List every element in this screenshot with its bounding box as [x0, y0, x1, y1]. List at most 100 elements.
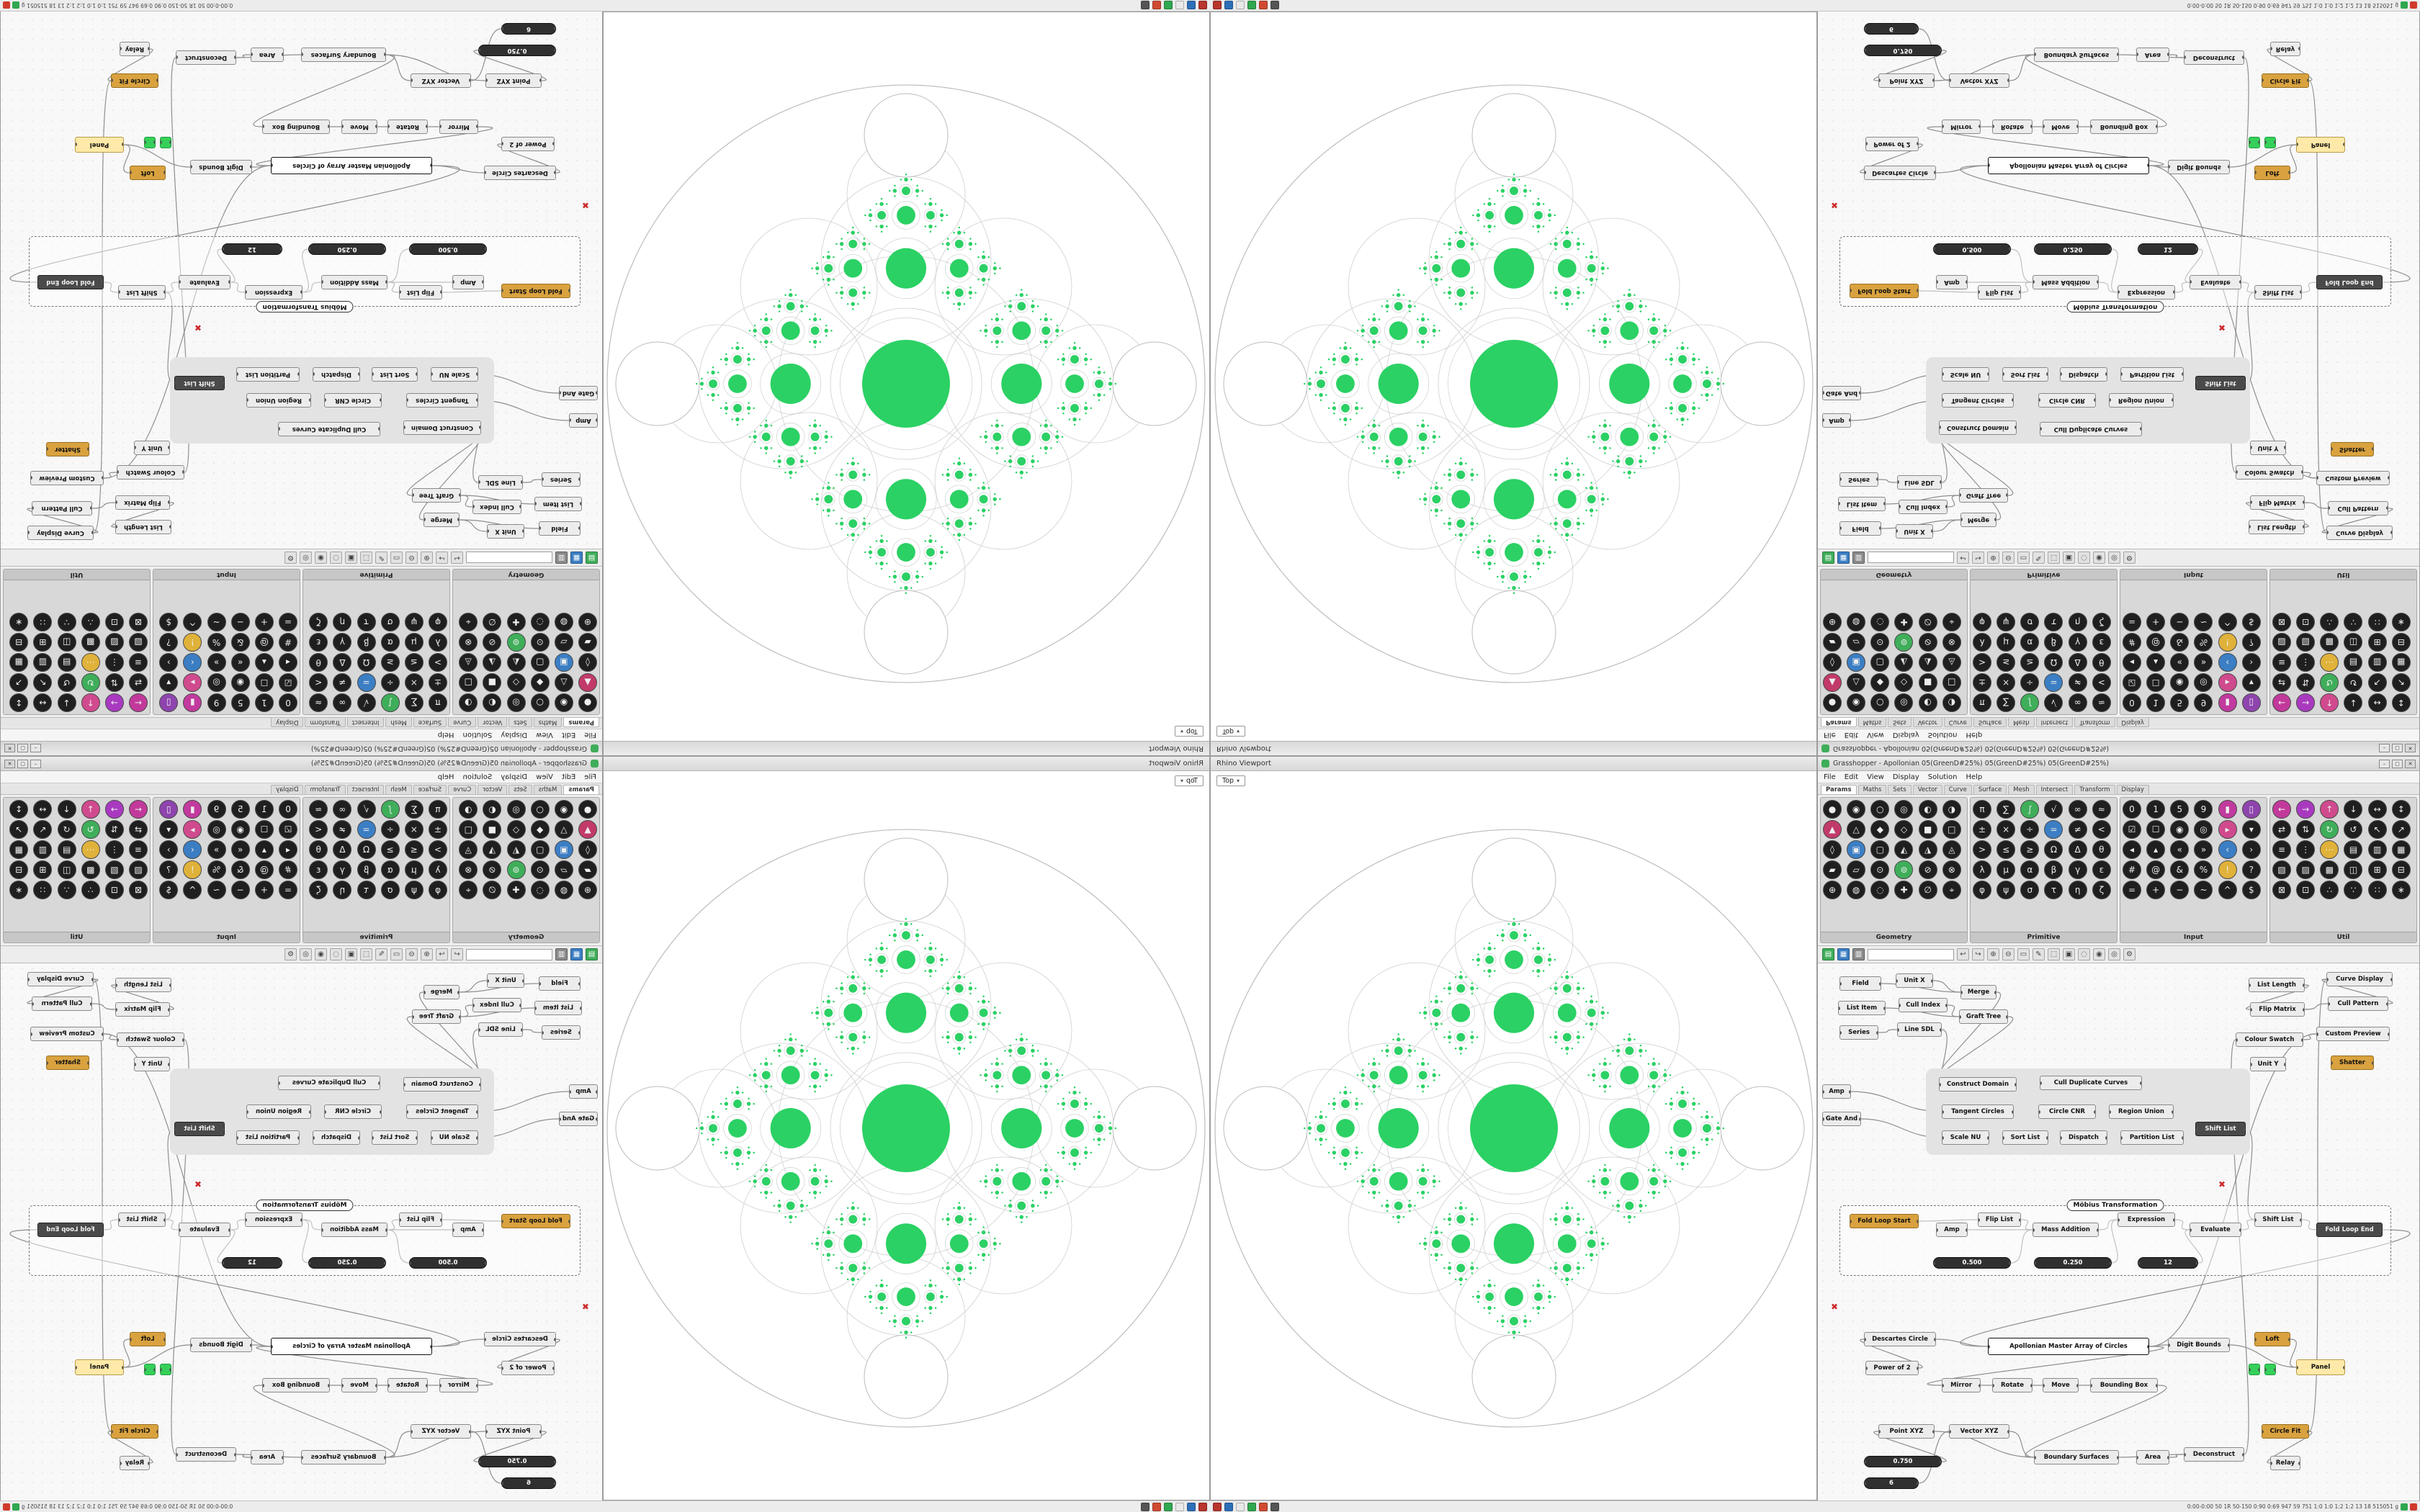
gh-node-unit-x[interactable]: Unit X [487, 973, 524, 988]
component-icon[interactable]: ≈ [309, 800, 328, 819]
component-icon[interactable]: ◇ [1894, 820, 1914, 839]
gh-node-circle-fit[interactable]: Circle Fit [111, 1424, 158, 1439]
component-icon[interactable]: ∫ [380, 693, 400, 712]
gh-node-descartes-circle[interactable]: Descartes Circle [1864, 1332, 1936, 1346]
gh-node-flip-matrix[interactable]: Flip Matrix [2250, 495, 2305, 510]
component-icon[interactable]: ↗ [9, 673, 29, 692]
gh-node-evaluate[interactable]: Evaluate [179, 275, 230, 289]
component-icon[interactable]: ◐ [1918, 800, 1937, 819]
gh-node-circle-fit[interactable]: Circle Fit [2262, 73, 2309, 88]
node-canvas[interactable]: Möbius Transformation Field Unit X List Ite… [1, 963, 602, 1501]
component-icon[interactable]: › [2241, 840, 2261, 859]
component-icon[interactable]: 5 [2170, 693, 2190, 712]
component-icon[interactable]: ÷ [380, 673, 400, 692]
component-icon[interactable]: ◬ [459, 653, 478, 672]
gh-node-bounding-box[interactable]: Bounding Box [2090, 120, 2158, 134]
component-icon[interactable]: ◬ [459, 840, 478, 859]
component-icon[interactable]: ≥ [2020, 840, 2040, 859]
component-icon[interactable]: ▢ [1870, 653, 1890, 672]
tab-display[interactable]: Display [271, 718, 304, 727]
gh-node-flip-matrix[interactable]: Flip Matrix [115, 1002, 170, 1017]
component-icon[interactable]: ▨ [104, 860, 124, 879]
component-icon[interactable]: ∴ [81, 613, 100, 631]
component-icon[interactable]: ⊠ [129, 881, 148, 899]
component-icon[interactable]: τ [2044, 881, 2063, 899]
gh-node-curve-display[interactable]: Curve Display [27, 526, 94, 540]
tab-maths[interactable]: Maths [533, 718, 563, 727]
gh-node[interactable] [144, 137, 156, 148]
component-icon[interactable]: ∞ [2068, 800, 2087, 819]
component-icon[interactable]: ε [2092, 860, 2111, 879]
camera-icon[interactable]: ◎ [300, 948, 312, 960]
component-icon[interactable]: ● [1823, 693, 1842, 712]
settings-icon[interactable]: ⚙ [284, 948, 297, 960]
gh-node-panel[interactable]: Panel [2296, 1359, 2345, 1375]
component-icon[interactable]: ∑ [1996, 800, 2016, 819]
component-icon[interactable]: τ [357, 613, 376, 631]
component-icon[interactable]: ⇄ [129, 820, 148, 839]
zoom-in-icon[interactable]: ⊕ [1987, 552, 1999, 564]
tab-transform[interactable]: Transform [2074, 785, 2115, 794]
gh-node-evaluate[interactable]: Evaluate [179, 1223, 230, 1237]
component-icon[interactable]: ± [429, 673, 447, 692]
gh-node-12[interactable]: 12 [222, 243, 282, 255]
gh-node-cull-pattern[interactable]: Cull Pattern [32, 501, 92, 516]
component-icon[interactable]: # [2123, 860, 2141, 879]
gh-node-loft[interactable]: Loft [130, 166, 166, 180]
gh-node-partition-list[interactable]: Partition List [236, 1130, 300, 1145]
component-icon[interactable]: ↺ [2344, 673, 2363, 692]
component-icon[interactable]: ∞ [333, 693, 352, 712]
gh-node-region-union[interactable]: Region Union [246, 393, 311, 408]
gh-node[interactable] [2264, 137, 2276, 148]
component-icon[interactable]: ▯ [159, 693, 179, 712]
component-icon[interactable]: « [2170, 653, 2190, 672]
component-icon[interactable]: ^ [183, 881, 202, 899]
tab-intersect[interactable]: Intersect [346, 785, 385, 794]
component-icon[interactable]: γ [333, 860, 352, 879]
gh-node-vector-xyz[interactable]: Vector XYZ [411, 1424, 471, 1439]
component-icon[interactable]: < [2092, 673, 2111, 692]
zoom-extents-icon[interactable]: ▭ [390, 948, 403, 960]
component-icon[interactable]: ψ [404, 881, 424, 899]
component-icon[interactable]: 1 [254, 693, 274, 712]
component-icon[interactable]: ◉ [230, 820, 250, 839]
gh-node-mirror[interactable]: Mirror [1942, 120, 1981, 134]
component-icon[interactable]: ▱ [1847, 860, 1866, 879]
component-icon[interactable]: ▲ [1823, 820, 1842, 839]
component-icon[interactable]: ○ [530, 693, 550, 712]
component-icon[interactable]: ◌ [530, 881, 550, 899]
component-icon[interactable]: ▱ [1847, 633, 1866, 652]
cluster-icon[interactable]: ▣ [2063, 552, 2075, 564]
component-icon[interactable]: η [333, 881, 352, 899]
maximize-button[interactable]: ▢ [2392, 759, 2403, 768]
component-icon[interactable]: ⊚ [506, 860, 526, 879]
component-icon[interactable]: 0 [2123, 693, 2141, 712]
component-icon[interactable]: ▩ [81, 633, 100, 652]
gh-node-curve-display[interactable]: Curve Display [2326, 972, 2393, 986]
gh-node-boundary-surfaces[interactable]: Boundary Surfaces [2034, 1450, 2119, 1464]
component-icon[interactable]: ⊙ [530, 860, 550, 879]
tab-surface[interactable]: Surface [413, 785, 447, 794]
component-icon[interactable]: ÷ [2020, 820, 2040, 839]
component-icon[interactable]: ! [2218, 860, 2237, 879]
component-icon[interactable]: ▮ [2218, 800, 2237, 819]
component-icon[interactable]: ≤ [404, 653, 424, 672]
component-icon[interactable]: ≠ [333, 820, 352, 839]
component-icon[interactable]: ⋮ [104, 653, 124, 672]
gh-node-vector-xyz[interactable]: Vector XYZ [1949, 73, 2009, 88]
gh-node-shatter[interactable]: Shatter [46, 1056, 89, 1070]
gh-node-vector-xyz[interactable]: Vector XYZ [1949, 1424, 2009, 1439]
component-icon[interactable]: ◂ [279, 840, 297, 859]
gh-node-amp[interactable]: Amp [452, 1223, 484, 1237]
component-icon[interactable]: ◍ [1847, 613, 1866, 631]
gh-node-flip-list[interactable]: Flip List [399, 1212, 442, 1227]
component-icon[interactable]: ▤ [2344, 840, 2363, 859]
gh-node-loft[interactable]: Loft [130, 1332, 166, 1346]
component-icon[interactable]: ▮ [183, 800, 202, 819]
component-icon[interactable]: ✚ [1894, 613, 1914, 631]
component-icon[interactable]: ⊚ [1894, 860, 1914, 879]
component-icon[interactable]: ? [159, 860, 179, 879]
component-icon[interactable]: ▮ [2218, 693, 2237, 712]
viewport-tab-top[interactable]: Top ▾ [1174, 726, 1204, 737]
gh-node-area[interactable]: Area [2136, 48, 2169, 62]
